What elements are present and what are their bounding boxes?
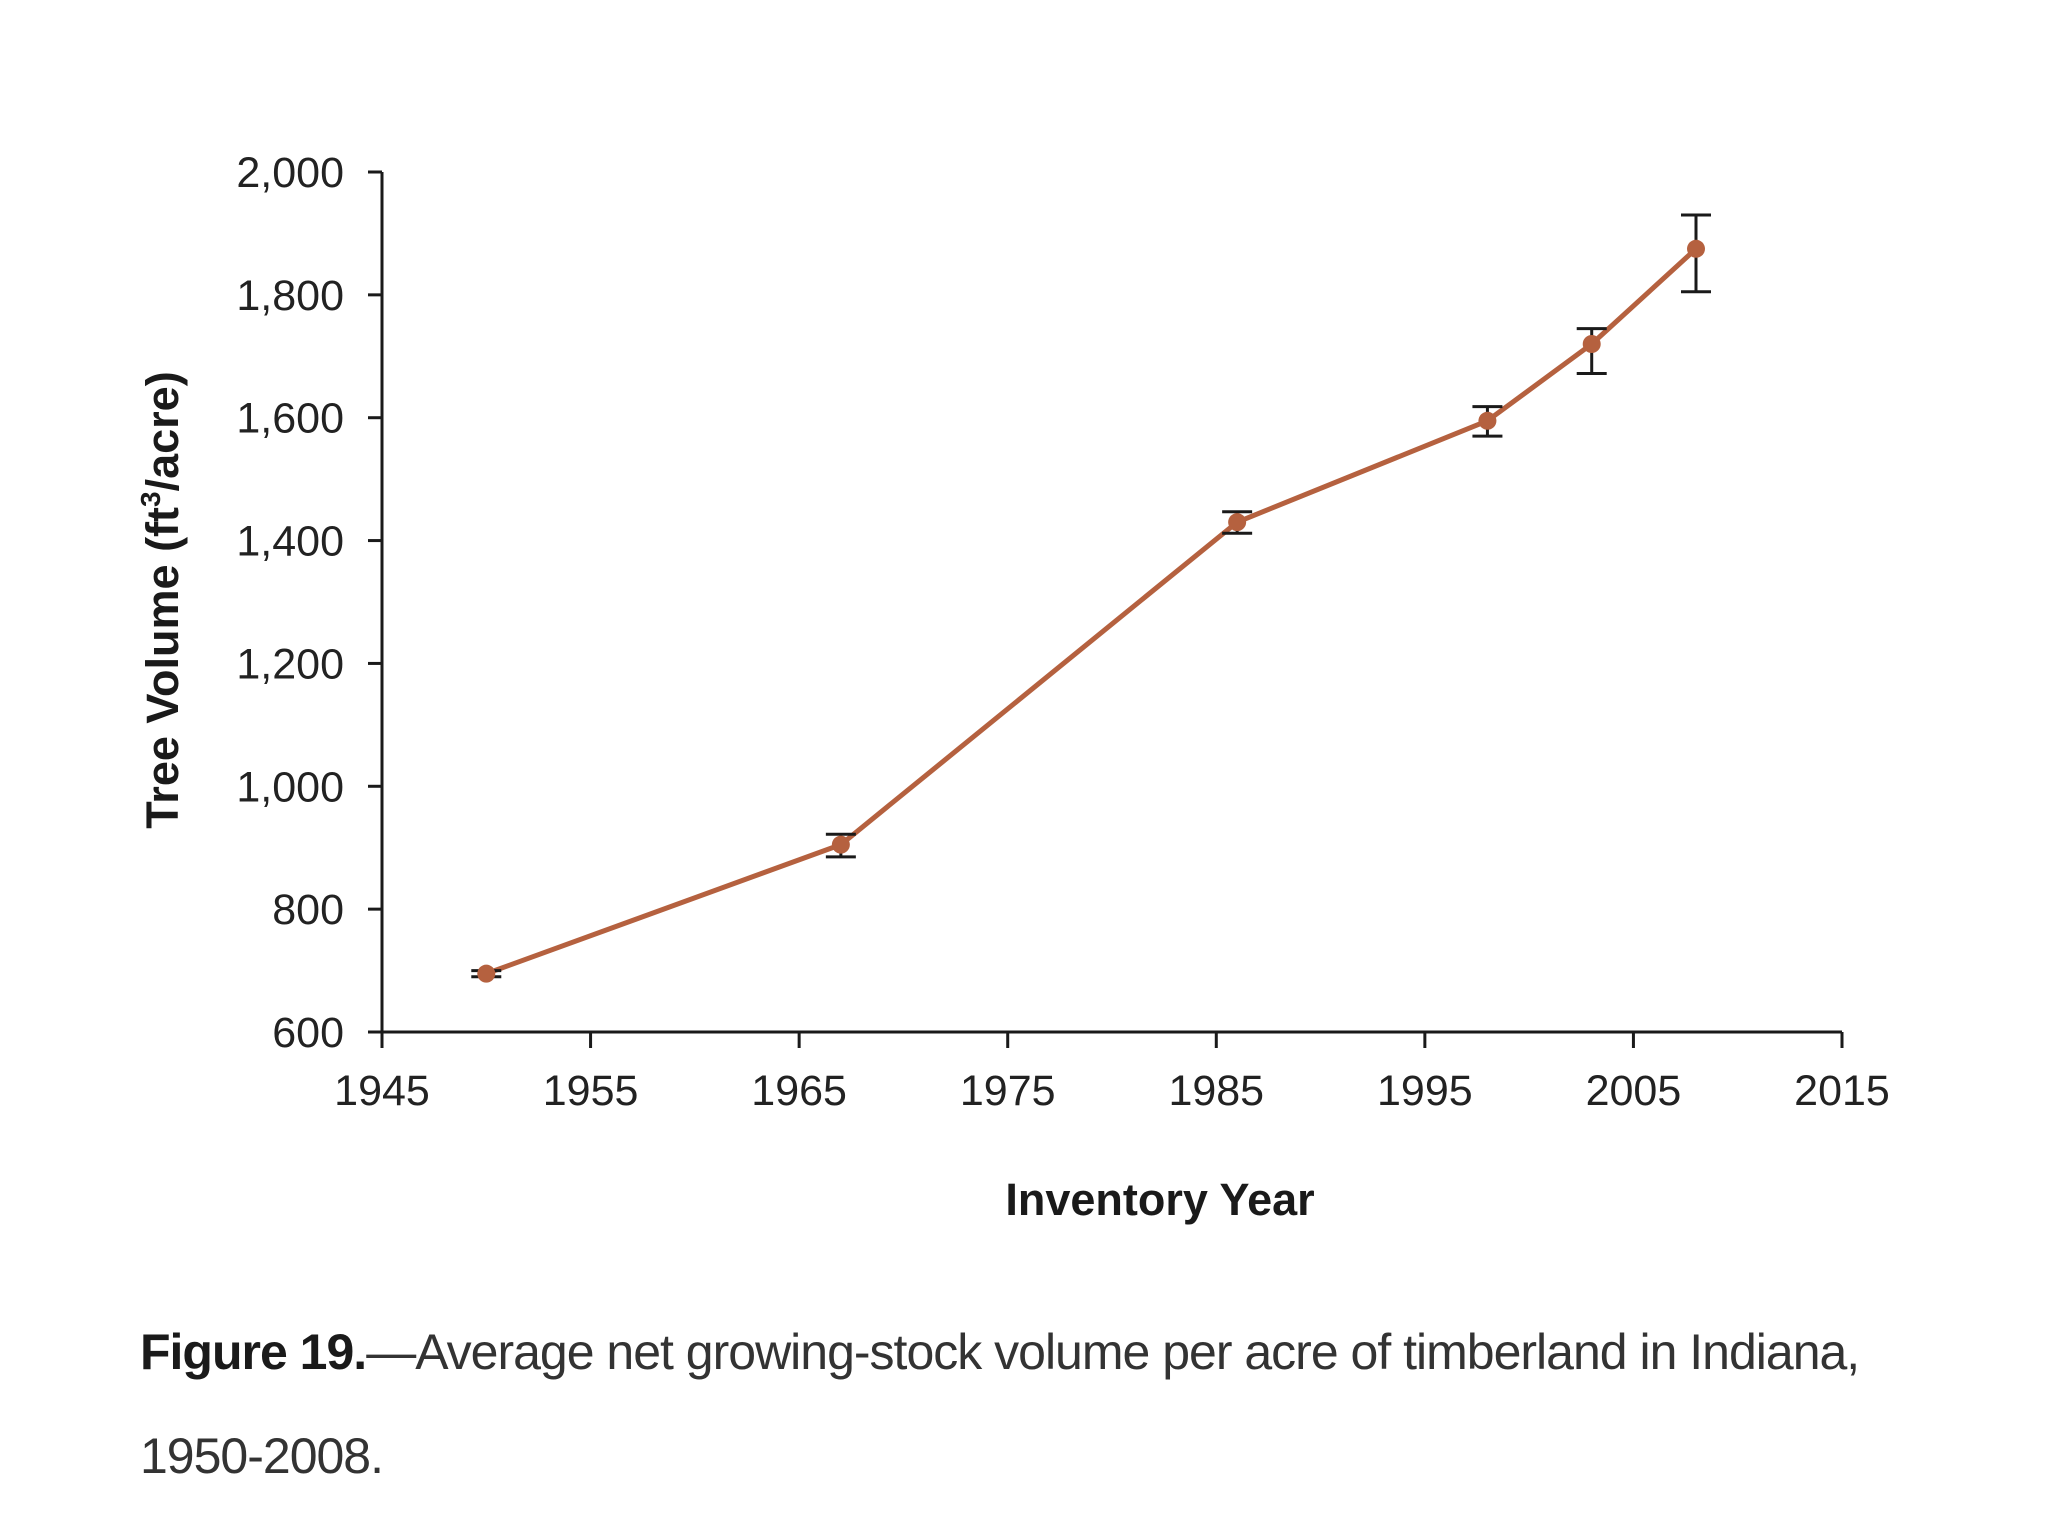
y-tick-label: 1,000 xyxy=(236,763,344,811)
y-axis-title-main: Tree Volume (ft xyxy=(137,507,188,829)
axes xyxy=(380,172,1842,1034)
data-point xyxy=(1478,411,1497,430)
x-tick-label: 1975 xyxy=(960,1067,1056,1115)
y-tick-label: 2,000 xyxy=(236,149,344,197)
y-tick-label: 800 xyxy=(272,886,344,934)
y-tick-label: 1,600 xyxy=(236,395,344,443)
x-tick-label: 1995 xyxy=(1377,1067,1473,1115)
series-line xyxy=(485,246,1698,976)
y-tick-label: 1,400 xyxy=(236,518,344,566)
y-axis-title: Tree Volume (ft3/acre) xyxy=(135,371,188,828)
data-point xyxy=(1582,335,1601,353)
x-tick-label: 2015 xyxy=(1794,1067,1890,1115)
y-axis-title-tail: /acre) xyxy=(137,371,188,491)
y-tick-label: 1,800 xyxy=(236,272,344,320)
y-axis-ticks: 600 800 1,000 1,200 1,400 1,600 1,800 2,000 xyxy=(236,149,382,1057)
y-tick-label: 600 xyxy=(272,1009,344,1057)
data-point xyxy=(1687,239,1705,258)
figure-caption-text: —Average net growing-stock volume per ac… xyxy=(140,1324,1860,1484)
x-tick-label: 1945 xyxy=(334,1067,430,1115)
x-axis-ticks: 1945 1955 1965 1975 1985 1995 2005 2015 xyxy=(334,1032,1890,1115)
y-tick-label: 1,200 xyxy=(236,640,344,688)
figure-label: Figure 19. xyxy=(140,1324,367,1380)
data-point xyxy=(831,835,850,854)
x-tick-label: 1965 xyxy=(751,1067,847,1115)
x-tick-label: 1985 xyxy=(1168,1067,1264,1115)
figure-caption: Figure 19.—Average net growing-stock vol… xyxy=(140,1300,1960,1508)
series-layer xyxy=(471,213,1711,983)
data-point xyxy=(1228,513,1247,532)
data-point xyxy=(477,964,496,983)
x-tick-label: 1955 xyxy=(543,1067,639,1115)
line-chart: 1945 1955 1965 1975 1985 1995 2005 2015 600 800 1… xyxy=(135,149,1890,1225)
x-tick-label: 2005 xyxy=(1586,1067,1682,1115)
y-axis-title-superscript: 3 xyxy=(135,491,166,507)
x-axis-title: Inventory Year xyxy=(1005,1174,1314,1225)
